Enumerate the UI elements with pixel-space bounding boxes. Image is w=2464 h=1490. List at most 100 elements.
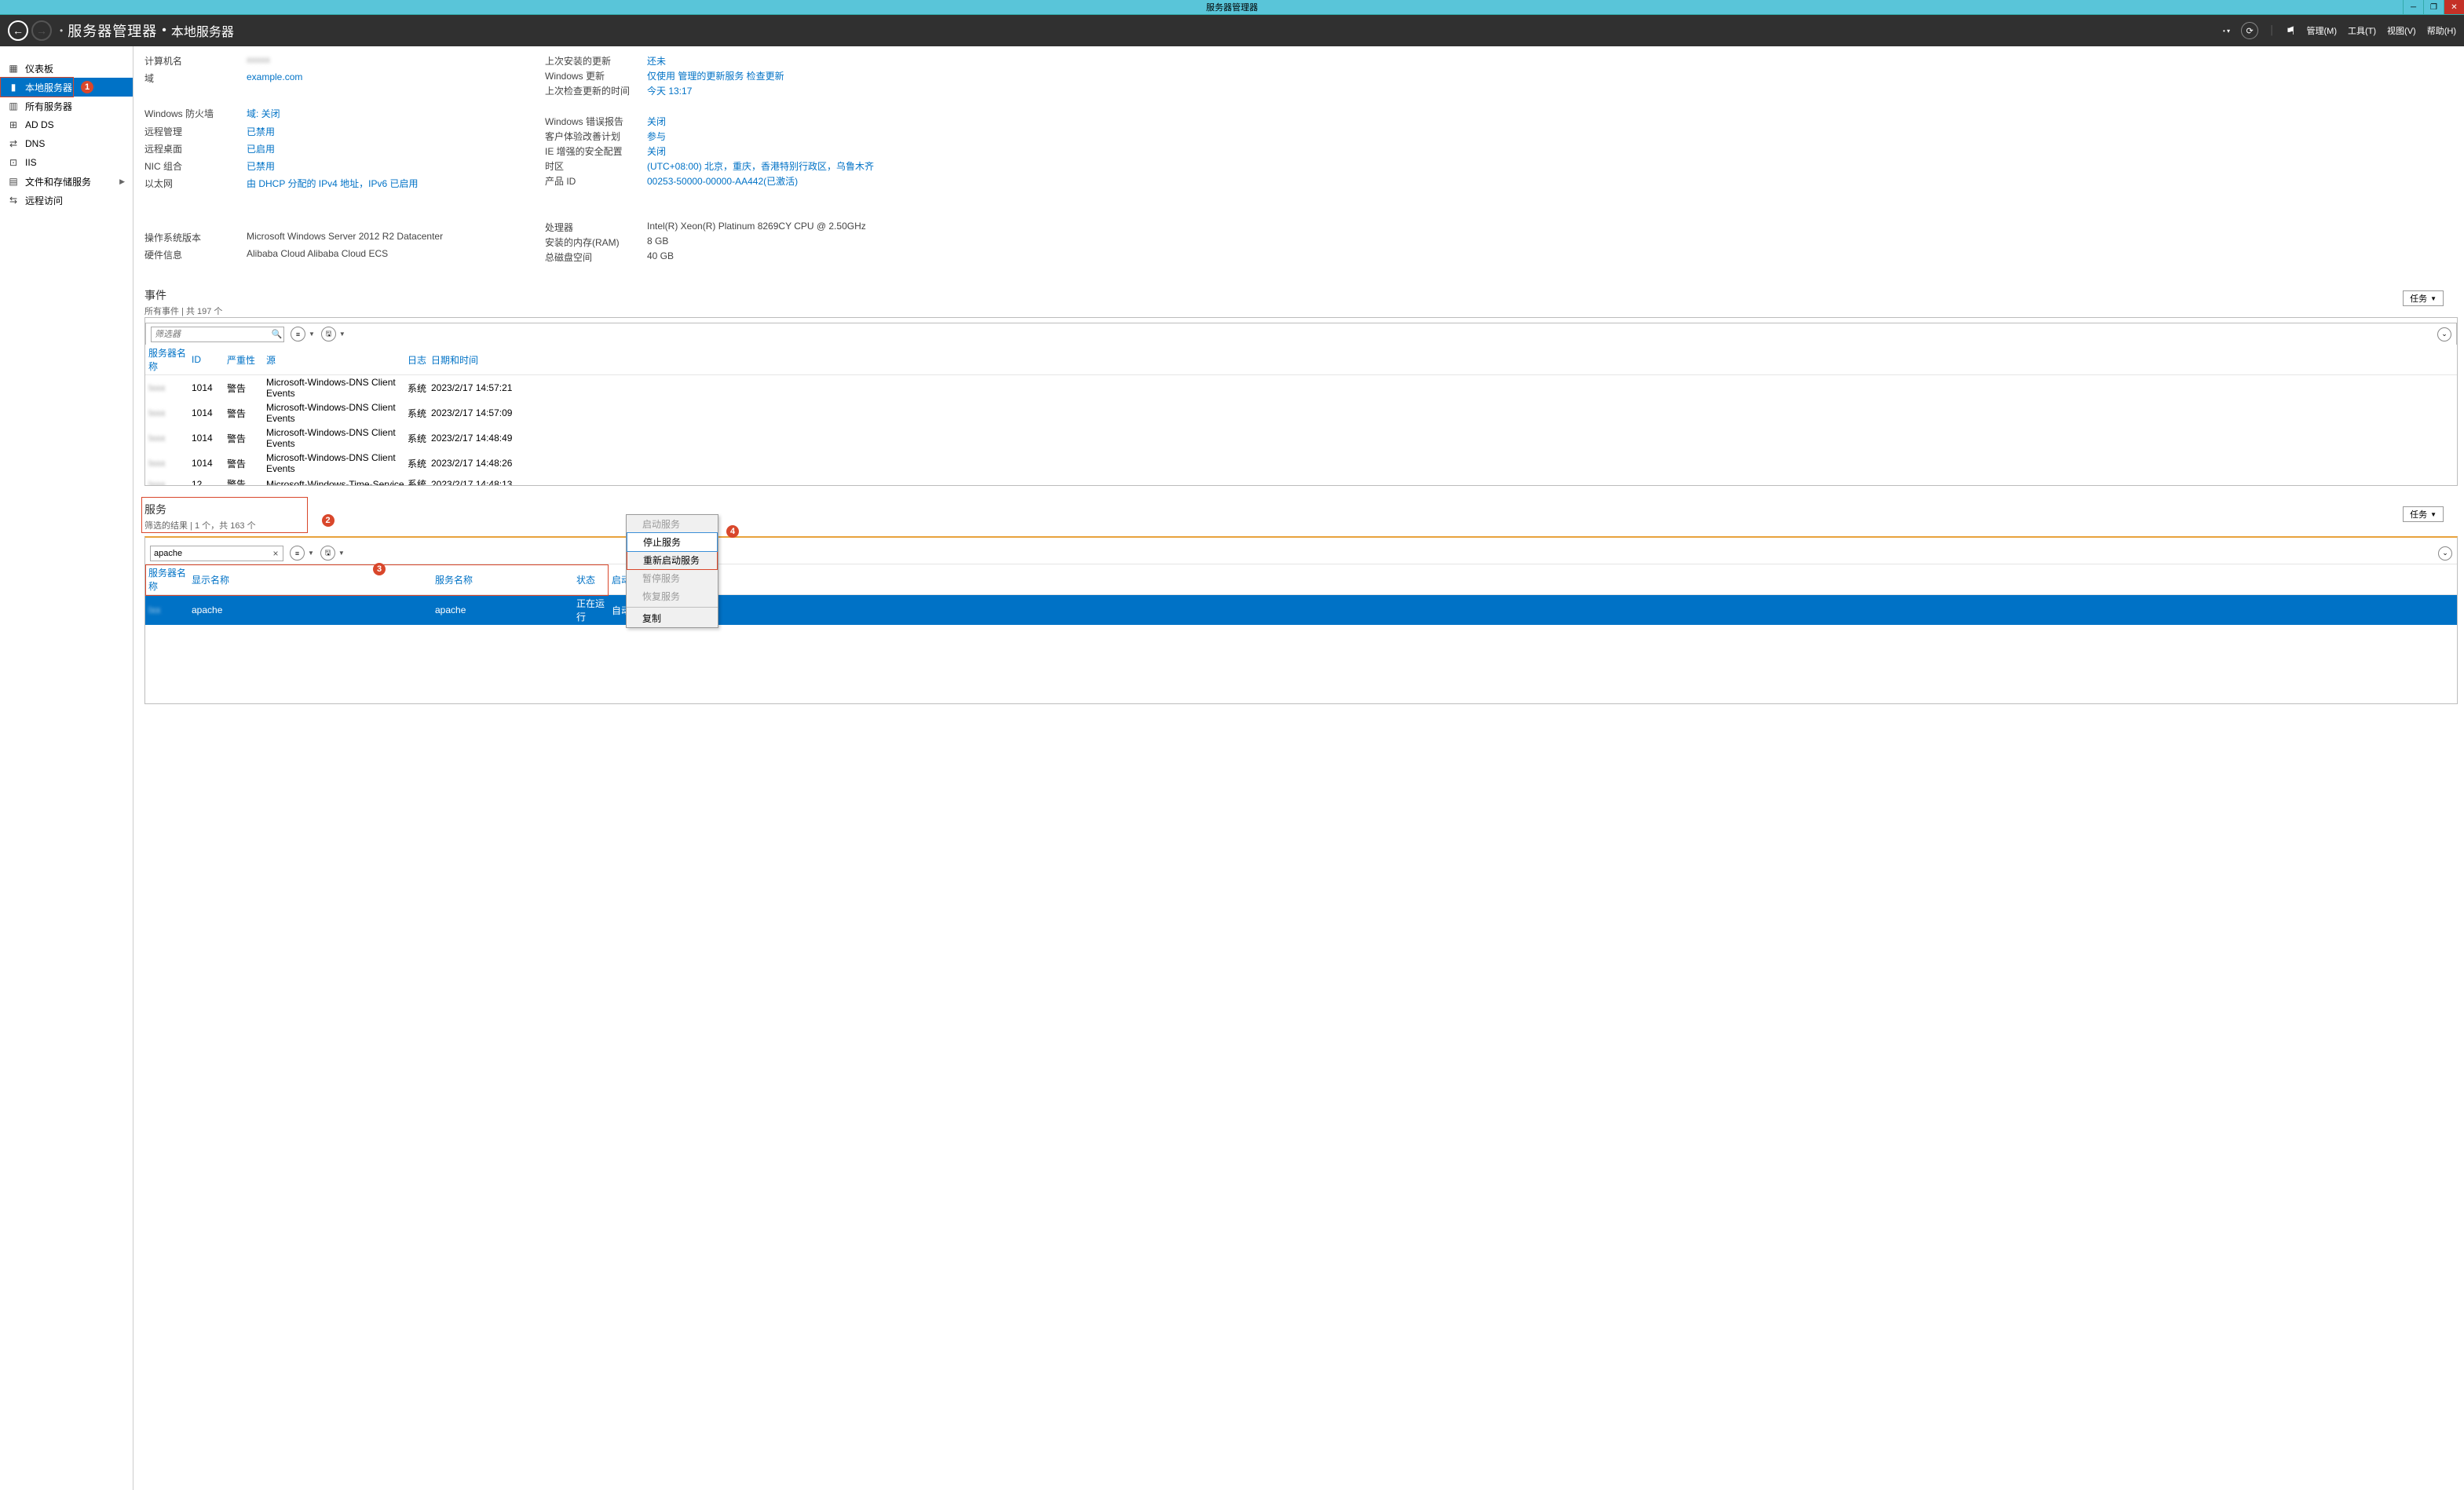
expand-icon[interactable]: ⌄ [2438,546,2452,561]
app-title: 服务器管理器 [68,20,157,41]
menu-view[interactable]: 视图(V) [2387,24,2416,37]
table-row[interactable]: Ixxx12警告Microsoft-Windows-Time-Service系统… [145,476,2457,485]
annotation-badge-2: 2 [322,514,335,527]
prop-label: 以太网 [144,177,247,192]
close-icon[interactable]: ✕ [2444,0,2464,14]
prop-value[interactable]: 已启用 [247,142,514,158]
prop-label: 时区 [545,159,647,173]
filter-options-icon[interactable]: ≡ [291,327,305,341]
services-title: 服务 [144,502,256,517]
table-row[interactable]: Ixxx1014警告Microsoft-Windows-DNS Client E… [145,375,2457,400]
prop-label: 上次安装的更新 [545,54,647,68]
breadcrumb-page: 本地服务器 [171,21,234,40]
events-body: Ixxx1014警告Microsoft-Windows-DNS Client E… [145,375,2457,485]
sidebar-item-adds[interactable]: ⊞AD DS [0,115,133,134]
dns-icon: ⇄ [8,138,19,149]
prop-label: 操作系统版本 [144,231,247,247]
prop-label: 产品 ID [545,174,647,188]
sidebar-item-label: 远程访问 [25,194,63,207]
sidebar-item-storage[interactable]: ▤文件和存储服务▶ [0,172,133,191]
services-filter-input[interactable]: × [150,546,283,561]
events-header: 服务器名称 ID 严重性 源 日志 日期和时间 [145,345,2457,375]
minimize-icon[interactable]: ─ [2403,0,2423,14]
clear-icon[interactable]: × [269,548,283,559]
services-tasks-button[interactable]: 任务▼ [2403,506,2444,522]
window-titlebar: 服务器管理器 ─ ❐ ✕ [0,0,2464,15]
col-id[interactable]: ID [192,354,227,365]
col-svc[interactable]: 服务名称 [435,573,576,586]
events-title: 事件 [144,287,2458,303]
menu-help[interactable]: 帮助(H) [2427,24,2456,37]
col-sev[interactable]: 严重性 [227,353,266,367]
ctx-copy[interactable]: 复制 [627,609,718,627]
prop-label: 客户体验改善计划 [545,130,647,143]
table-row[interactable]: Ixxx1014警告Microsoft-Windows-DNS Client E… [145,400,2457,425]
prop-value[interactable]: 仅使用 管理的更新服务 检查更新 [647,69,2458,82]
ctx-restart-service[interactable]: 重新启动服务 [627,551,717,569]
prop-value[interactable]: 已禁用 [247,159,514,175]
sidebar-item-label: AD DS [25,119,54,130]
remote-icon: ⇆ [8,195,19,206]
table-row[interactable]: Ixxx1014警告Microsoft-Windows-DNS Client E… [145,451,2457,476]
refresh-icon[interactable]: ⟳ [2241,22,2258,39]
server-icon: ▮ [8,82,19,93]
prop-label: 远程桌面 [144,142,247,158]
col-src[interactable]: 源 [266,353,408,367]
col-state[interactable]: 状态 [576,573,612,586]
prop-label: 上次检查更新的时间 [545,84,647,97]
prop-value[interactable]: 关闭 [647,115,2458,128]
menu-tools[interactable]: 工具(T) [2348,24,2376,37]
sidebar-item-dashboard[interactable]: ▦仪表板 [0,59,133,78]
menu-manage[interactable]: 管理(M) [2307,24,2338,37]
table-row[interactable]: Ixxx1014警告Microsoft-Windows-DNS Client E… [145,425,2457,451]
sidebar-item-label: 本地服务器 [25,81,72,94]
notifications-icon[interactable]: ⚑ [2286,24,2296,38]
events-filter-input[interactable]: 🔍 [151,327,284,342]
ctx-stop-service[interactable]: 停止服务 [627,532,718,552]
prop-value[interactable]: 00253-50000-00000-AA442(已激活) [647,174,2458,188]
prop-label: 域 [144,71,247,87]
col-server[interactable]: 服务器名称 [148,566,192,593]
events-subtitle: 所有事件 | 共 197 个 [144,305,2458,317]
prop-value[interactable]: 还未 [647,54,2458,68]
col-server[interactable]: 服务器名称 [148,346,192,373]
save-query-icon[interactable]: 🖫 [320,546,335,561]
search-icon[interactable]: 🔍 [270,329,283,339]
ctx-resume-service: 恢复服务 [627,587,718,605]
sidebar-item-label: 所有服务器 [25,100,72,113]
window-title: 服务器管理器 [1206,1,1258,13]
maximize-icon[interactable]: ❐ [2423,0,2444,14]
sidebar-item-label: DNS [25,138,45,149]
sidebar-item-remote[interactable]: ⇆ 远程访问 [0,191,133,210]
back-icon[interactable]: ← [8,20,28,41]
col-disp[interactable]: 显示名称 [192,573,435,586]
prop-value[interactable]: 已禁用 [247,125,514,141]
prop-value[interactable]: 由 DHCP 分配的 IPv4 地址，IPv6 已启用 [247,177,514,192]
prop-value[interactable]: xxxxx [247,54,514,70]
prop-value[interactable]: example.com [247,71,514,87]
prop-value[interactable]: 今天 13:17 [647,84,2458,97]
sidebar-item-local-server[interactable]: ▮ 本地服务器 1 [0,78,133,97]
sidebar-item-dns[interactable]: ⇄ DNS [0,134,133,153]
prop-value: Intel(R) Xeon(R) Platinum 8269CY CPU @ 2… [647,221,2458,234]
prop-value[interactable]: 关闭 [647,144,2458,158]
expand-icon[interactable]: ⌄ [2437,327,2451,341]
prop-label: 处理器 [545,221,647,234]
prop-label: 远程管理 [144,125,247,141]
annotation-badge-1: 1 [81,81,93,93]
sidebar-item-iis[interactable]: ⊡IIS [0,153,133,172]
filter-field[interactable] [152,330,270,339]
services-subtitle: 筛选的结果 | 1 个，共 163 个 [144,519,256,531]
col-log[interactable]: 日志 [408,353,431,367]
sidebar-item-all-servers[interactable]: ▥所有服务器 [0,97,133,115]
col-dt[interactable]: 日期和时间 [431,353,2454,367]
events-tasks-button[interactable]: 任务▼ [2403,290,2444,306]
filter-options-icon[interactable]: ≡ [290,546,305,561]
prop-value[interactable]: 域: 关闭 [247,107,514,122]
prop-value[interactable]: 参与 [647,130,2458,143]
filter-field[interactable] [151,549,269,558]
save-query-icon[interactable]: 🖫 [321,327,336,341]
col-start[interactable]: 启动 [612,573,2454,586]
prop-value[interactable]: (UTC+08:00) 北京，重庆，香港特别行政区，乌鲁木齐 [647,159,2458,173]
table-row[interactable]: Ixxapacheapache正在运行自动 [145,595,2457,625]
